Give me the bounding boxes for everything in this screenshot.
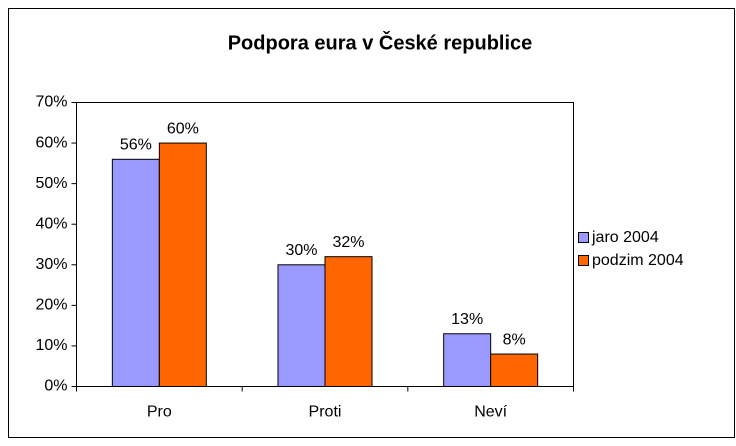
data-label: 30% bbox=[285, 242, 317, 259]
bar bbox=[443, 333, 492, 387]
y-tick-label: 60% bbox=[35, 134, 67, 151]
data-label: 32% bbox=[332, 234, 364, 251]
y-tick-label: 0% bbox=[44, 378, 67, 395]
legend-label: podzim 2004 bbox=[592, 252, 684, 269]
bar bbox=[111, 158, 160, 387]
bar bbox=[324, 256, 373, 387]
x-tick-label: Pro bbox=[147, 404, 172, 421]
chart-title: Podpora eura v České republice bbox=[228, 30, 533, 54]
legend-swatch bbox=[578, 232, 589, 243]
x-tick-label: Proti bbox=[309, 404, 342, 421]
y-tick-label: 20% bbox=[35, 297, 67, 314]
x-tick-label: Neví bbox=[474, 404, 507, 421]
bar bbox=[490, 353, 539, 387]
y-tick-label: 70% bbox=[35, 94, 67, 111]
y-tick-label: 10% bbox=[35, 337, 67, 354]
y-tick-label: 50% bbox=[35, 175, 67, 192]
legend-label: jaro 2004 bbox=[591, 229, 659, 246]
y-tick-label: 40% bbox=[35, 215, 67, 232]
data-label: 56% bbox=[120, 137, 152, 154]
data-label: 60% bbox=[167, 120, 199, 137]
legend-swatch bbox=[578, 255, 589, 266]
data-label: 13% bbox=[451, 311, 483, 328]
bar bbox=[277, 264, 326, 387]
bar bbox=[158, 142, 207, 387]
data-label: 8% bbox=[503, 331, 526, 348]
y-tick-label: 30% bbox=[35, 256, 67, 273]
